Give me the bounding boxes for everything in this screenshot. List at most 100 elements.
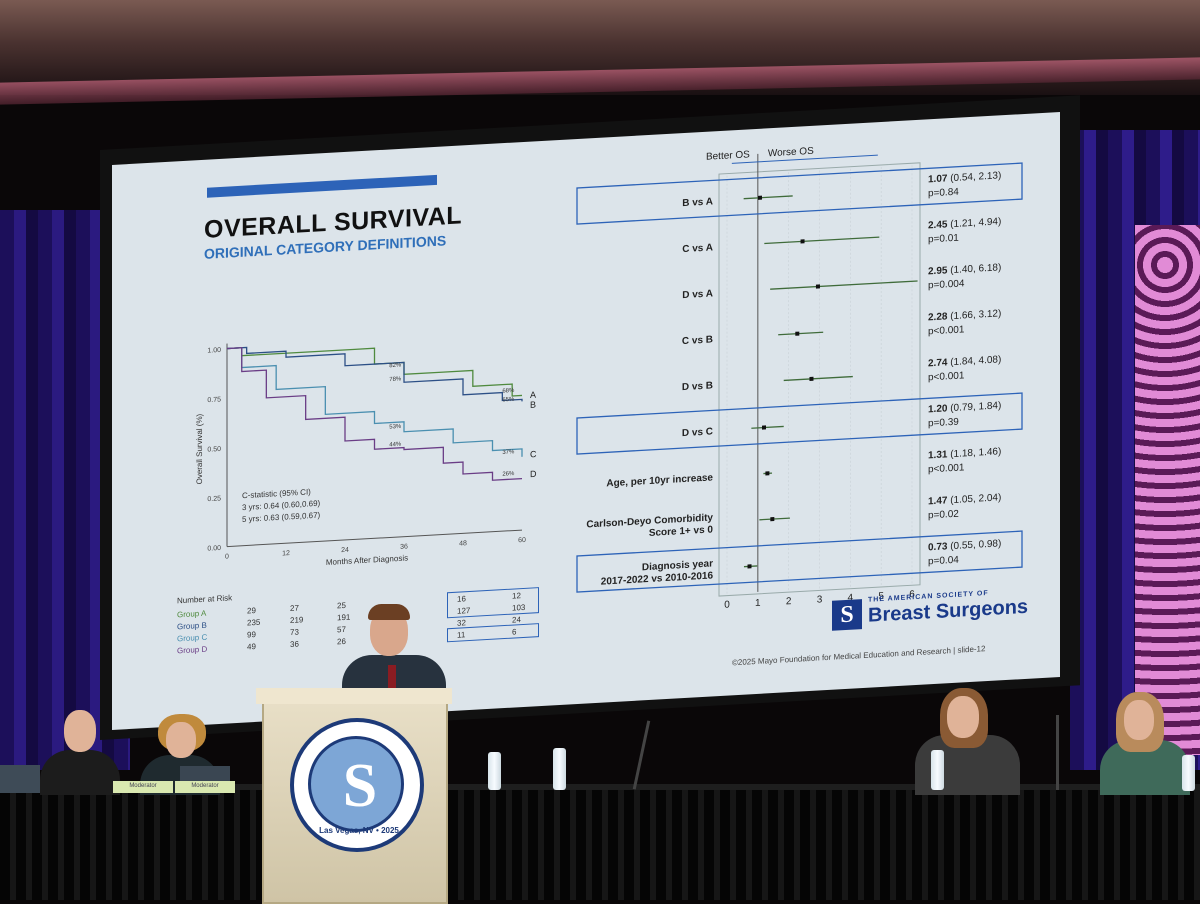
- risk-cell: 25: [337, 601, 346, 610]
- km-x-label: Months After Diagnosis: [326, 553, 408, 567]
- km-y-tick: 0.75: [207, 396, 221, 404]
- km-annotation: 53%: [389, 424, 402, 431]
- podium-top: [256, 688, 452, 704]
- km-curve-b: [227, 332, 522, 418]
- km-y-label: Overall Survival (%): [195, 413, 204, 484]
- projection-screen: OVERALL SURVIVAL ORIGINAL CATEGORY DEFIN…: [112, 112, 1060, 730]
- laptop: [0, 765, 40, 793]
- microphone-stand-2: [1056, 715, 1059, 790]
- forest-ci-line: [744, 196, 793, 199]
- forest-p-value: p=0.02: [928, 509, 959, 522]
- km-y-tick: 0.50: [207, 446, 221, 454]
- km-annotation: 37%: [502, 449, 515, 456]
- forest-worse-label: Worse OS: [768, 146, 814, 160]
- risk-cell: 27: [290, 604, 299, 613]
- water-bottle-1: [488, 752, 501, 790]
- forest-hr-text: 1.07 (0.54, 2.13): [928, 170, 1001, 185]
- speaker-hair: [368, 604, 410, 620]
- km-x-axis: [227, 530, 522, 546]
- panelist-1-head: [64, 710, 96, 752]
- forest-better-label: Better OS: [706, 149, 750, 162]
- slide-accent-bar: [207, 175, 437, 198]
- risk-cell: 29: [247, 606, 256, 615]
- forest-hr-text: 0.73 (0.55, 0.98): [928, 538, 1001, 553]
- risk-cell: 49: [247, 642, 256, 651]
- forest-hr-text: 2.95 (1.40, 6.18): [928, 262, 1001, 277]
- panelist-1: [40, 750, 120, 795]
- forest-p-value: p=0.04: [928, 555, 959, 568]
- forest-x-tick: 1: [755, 598, 761, 609]
- forest-p-value: p=0.01: [928, 233, 959, 246]
- forest-x-tick: 0: [724, 599, 730, 610]
- panelist-3-head: [947, 696, 979, 738]
- forest-row-label: C vs B: [682, 334, 713, 347]
- forest-row-label: D vs A: [682, 288, 713, 301]
- panel-table-skirt: [0, 790, 1200, 900]
- km-annotation: 78%: [389, 376, 402, 383]
- forest-p-value: p<0.001: [928, 324, 965, 337]
- water-bottle-2: [553, 748, 566, 790]
- risk-cell: 36: [290, 640, 299, 649]
- panelist-2-head: [166, 722, 196, 758]
- seal-location-text: Las Vegas, NV • 2025: [304, 826, 414, 835]
- forest-row-label: Score 1+ vs 0: [649, 524, 714, 539]
- km-x-tick: 48: [459, 540, 467, 547]
- forest-p-value: p=0.84: [928, 187, 959, 200]
- forest-point: [770, 517, 774, 521]
- forest-hr-text: 2.45 (1.21, 4.94): [928, 216, 1001, 231]
- km-curve-a: [227, 332, 522, 412]
- decorative-panel: [1135, 225, 1200, 755]
- water-bottle-4: [1182, 755, 1195, 791]
- panelist-4-head: [1124, 700, 1154, 740]
- forest-point: [816, 284, 820, 288]
- km-x-tick: 0: [225, 553, 229, 560]
- km-y-tick: 0.00: [207, 545, 221, 553]
- forest-ci-line: [759, 518, 790, 520]
- forest-hr-text: 1.31 (1.18, 1.46): [928, 446, 1001, 461]
- km-annotation: 26%: [502, 471, 515, 478]
- forest-p-value: p=0.39: [928, 417, 959, 430]
- forest-hr-text: 2.74 (1.84, 4.08): [928, 354, 1001, 369]
- forest-point: [748, 564, 752, 568]
- forest-row-label: D vs B: [682, 380, 713, 393]
- km-x-tick: 36: [400, 543, 408, 550]
- forest-point: [809, 377, 813, 381]
- km-cstat-3yr: 3 yrs: 0.64 (0.60,0.69): [242, 499, 321, 512]
- risk-cell: 191: [337, 613, 350, 623]
- forest-point: [795, 332, 799, 336]
- forest-ci-line: [751, 426, 783, 428]
- forest-better-arrow: [732, 162, 758, 163]
- podium-seal: S Las Vegas, NV • 2025: [290, 718, 424, 852]
- forest-ci-line: [784, 377, 853, 381]
- km-x-tick: 12: [282, 550, 290, 557]
- logo-mark: S: [832, 599, 862, 631]
- nameplate-2: Moderator: [175, 781, 235, 793]
- risk-cell: 73: [290, 628, 299, 637]
- risk-cell: 219: [290, 615, 303, 625]
- risk-table-title: Number at Risk: [177, 593, 232, 605]
- forest-plot: Better OS Worse OS B vs A 1.07 (0.54, 2.13)…: [572, 129, 1032, 625]
- forest-point: [758, 196, 762, 200]
- risk-group-label: Group D: [177, 645, 207, 656]
- forest-hr-text: 2.28 (1.66, 3.12): [928, 308, 1001, 323]
- forest-ci-line: [778, 332, 823, 335]
- forest-hr-text: 1.47 (1.05, 2.04): [928, 492, 1001, 507]
- km-curve-label: D: [530, 469, 537, 479]
- risk-group-label: Group B: [177, 621, 207, 632]
- forest-hr-text: 1.20 (0.79, 1.84): [928, 400, 1001, 415]
- seal-ring: S: [308, 736, 404, 832]
- forest-x-tick: 2: [786, 596, 792, 607]
- forest-point: [765, 471, 769, 475]
- forest-ci-line: [764, 237, 879, 243]
- km-cstat-title: C-statistic (95% CI): [242, 487, 311, 500]
- km-annotation: 44%: [389, 442, 402, 449]
- forest-p-value: p<0.001: [928, 370, 965, 383]
- km-y-tick: 1.00: [207, 347, 221, 355]
- forest-row-label: B vs A: [682, 196, 713, 209]
- forest-ci-line: [770, 281, 917, 289]
- km-cstat-5yr: 5 yrs: 0.63 (0.59,0.67): [242, 511, 321, 524]
- risk-cell: 57: [337, 625, 346, 634]
- km-curve-label: B: [530, 400, 536, 410]
- forest-p-value: p<0.001: [928, 462, 965, 475]
